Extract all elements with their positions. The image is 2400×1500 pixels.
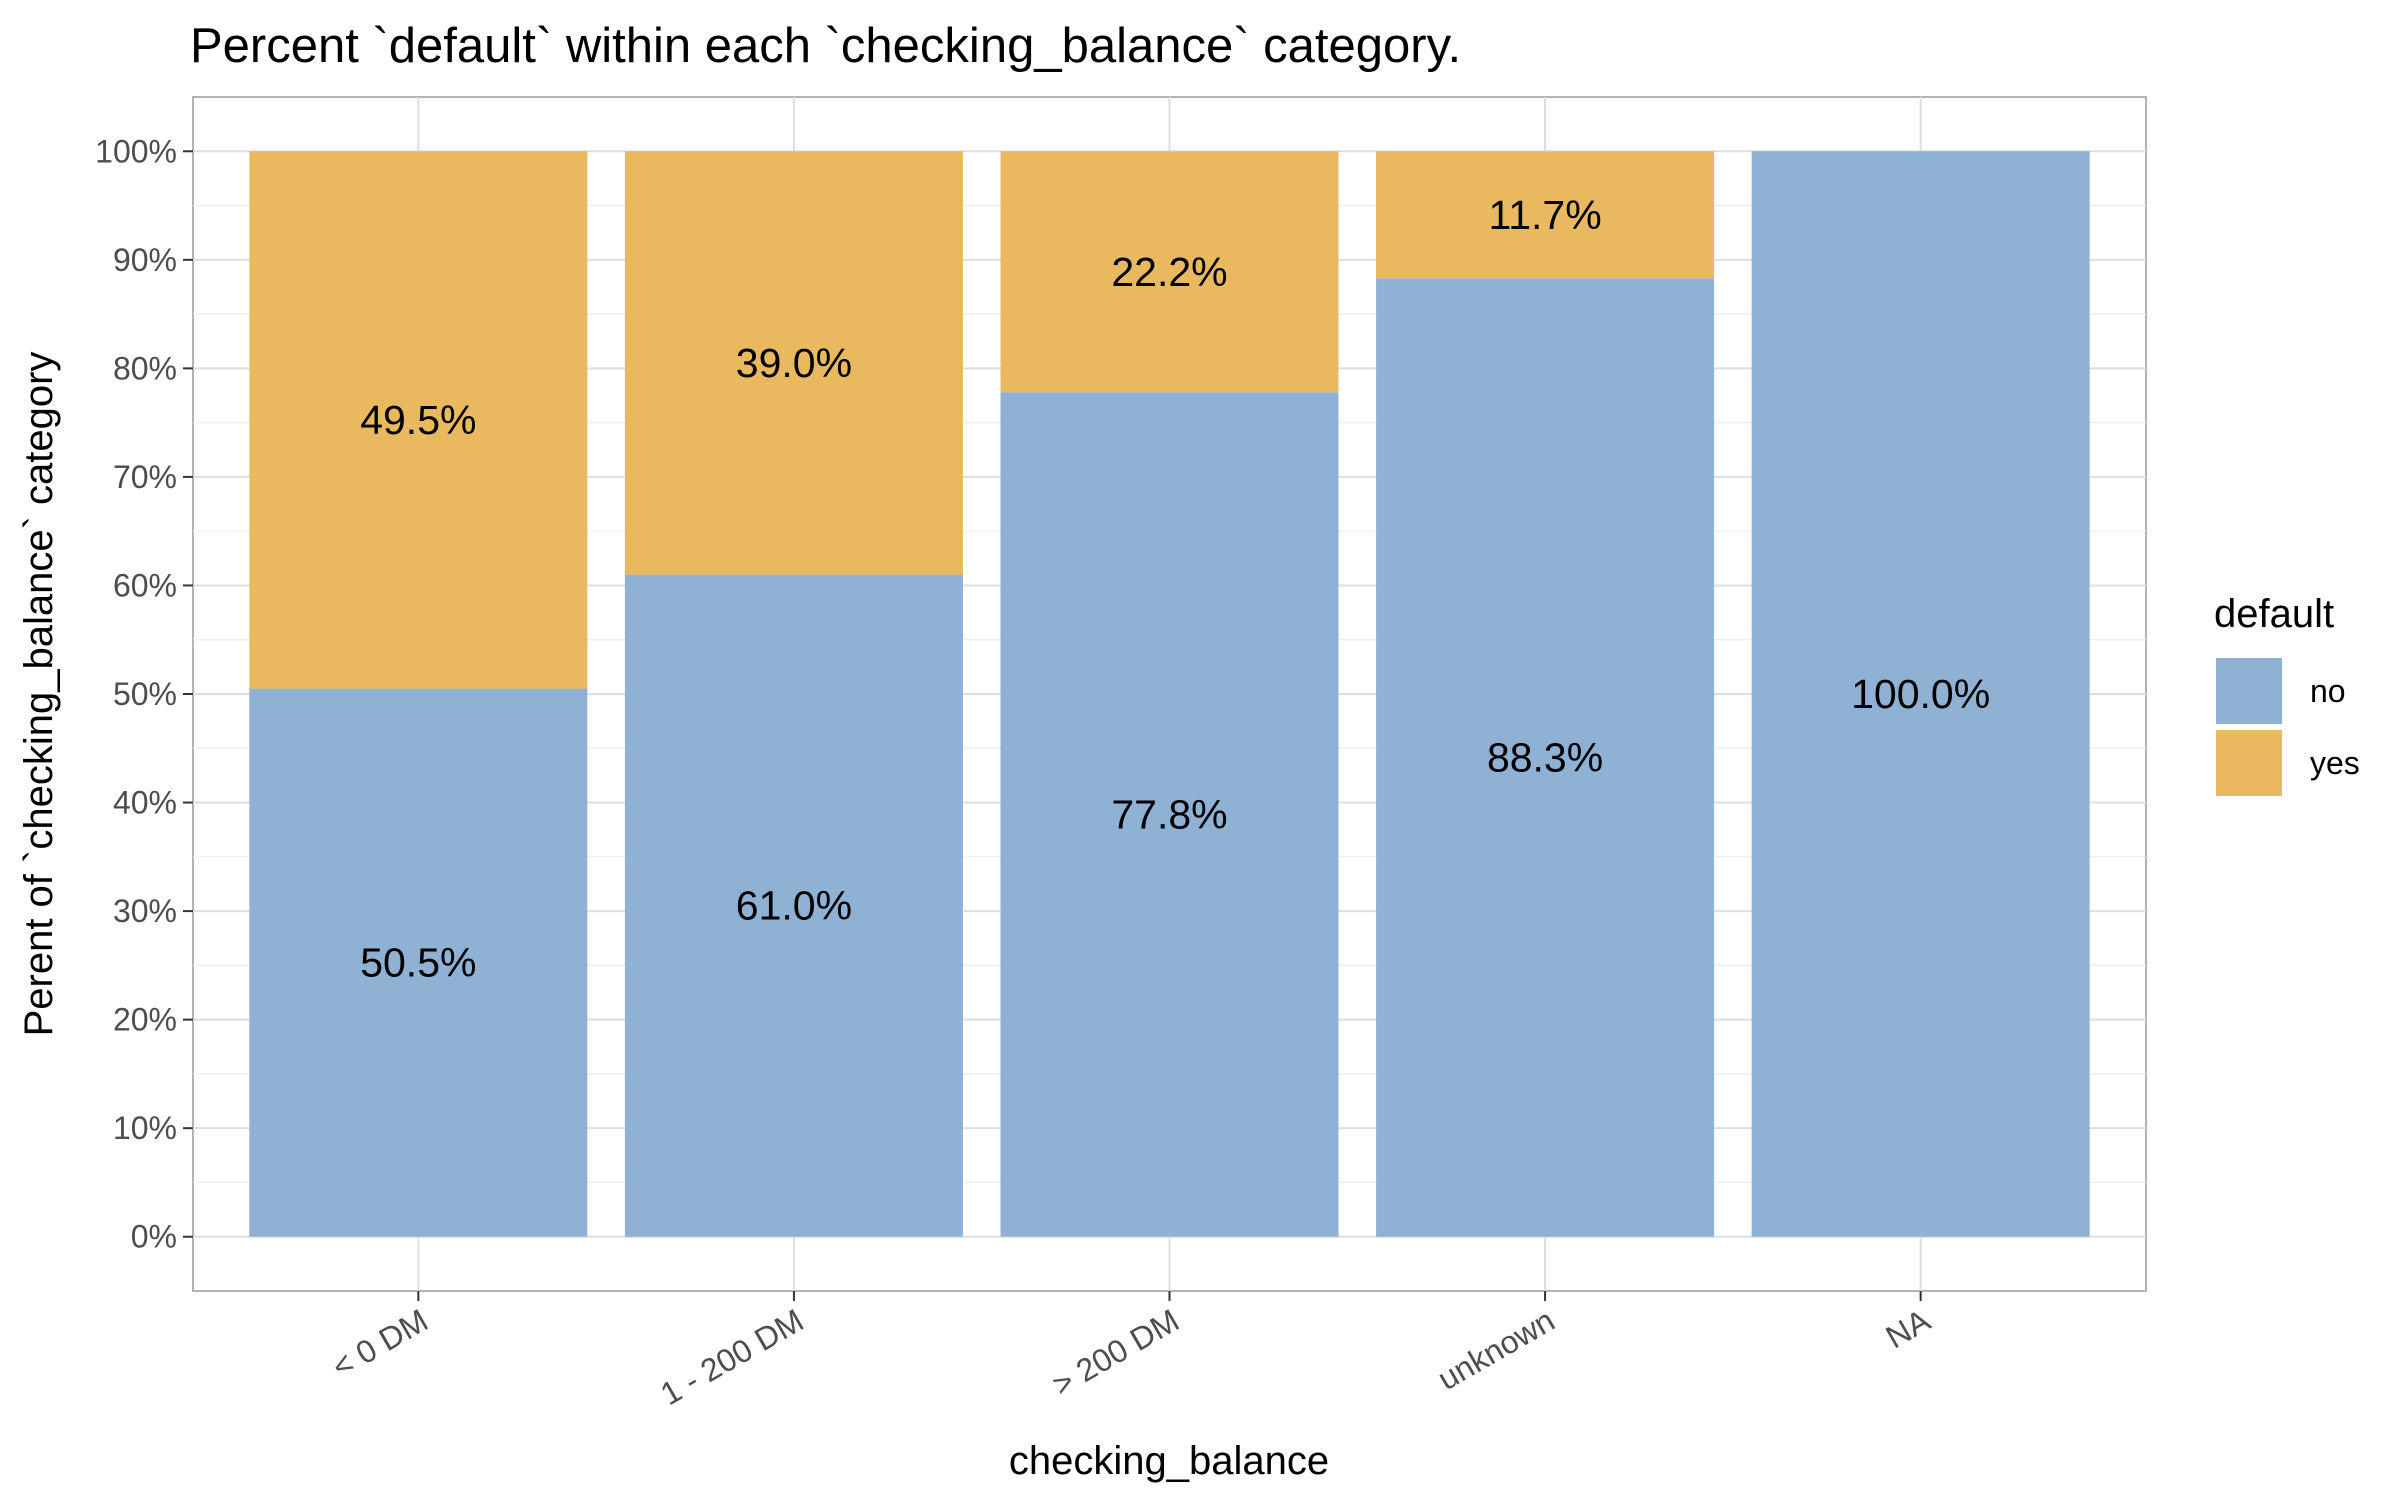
y-axis: 0% 10% 20% 30% 40% 50% 60% 70% 80% 90% 100%	[95, 133, 193, 1255]
bar-labels: 50.5% 49.5% 61.0% 39.0% 77.8% 22.2% 88.3% 11.7%…	[360, 192, 1990, 986]
x-tick-label: < 0 DM	[326, 1302, 434, 1385]
bar-yes	[624, 151, 963, 575]
bar-label-yes: 49.5%	[360, 397, 476, 443]
x-tick-label: 1 - 200 DM	[654, 1302, 809, 1412]
bar-label-no: 61.0%	[736, 883, 852, 929]
bar-label-yes: 11.7%	[1488, 192, 1601, 238]
y-tick-label: 30%	[113, 893, 177, 929]
y-tick-label: 60%	[113, 567, 177, 603]
y-tick-label: 0%	[131, 1219, 177, 1255]
x-tick-label: unknown	[1432, 1302, 1561, 1397]
y-axis-title: Perent of `checking_balance` category	[17, 352, 61, 1037]
bar-no	[1000, 392, 1339, 1237]
x-axis: < 0 DM 1 - 200 DM > 200 DM unknown NA	[326, 1291, 1937, 1412]
legend-title: default	[2214, 592, 2334, 636]
x-tick-label: NA	[1880, 1302, 1937, 1356]
y-tick-label: 50%	[113, 676, 177, 712]
legend: default no yes	[2214, 592, 2360, 796]
legend-key-yes	[2216, 730, 2282, 796]
bar-label-no: 88.3%	[1487, 734, 1603, 780]
bars	[249, 151, 2090, 1237]
legend-label-yes: yes	[2310, 745, 2360, 781]
y-tick-label: 20%	[113, 1002, 177, 1038]
bar-label-no: 100.0%	[1851, 671, 1990, 717]
bar-label-yes: 39.0%	[736, 340, 852, 386]
bar-label-yes: 22.2%	[1111, 249, 1227, 295]
chart-title: Percent `default` within each `checking_…	[190, 19, 1461, 73]
bar-no	[249, 688, 588, 1237]
bar-no	[1376, 278, 1715, 1237]
x-axis-title: checking_balance	[1009, 1439, 1329, 1483]
bar-yes	[1376, 151, 1715, 279]
bar-yes	[1000, 151, 1339, 393]
y-tick-label: 70%	[113, 459, 177, 495]
x-tick-label: > 200 DM	[1046, 1302, 1185, 1403]
bar-label-no: 50.5%	[360, 940, 476, 986]
y-tick-label: 90%	[113, 242, 177, 278]
bar-yes	[249, 151, 588, 689]
bar-no	[624, 574, 963, 1237]
y-tick-label: 80%	[113, 350, 177, 386]
bar-no	[1751, 151, 2090, 1237]
bar-label-no: 77.8%	[1111, 791, 1227, 837]
y-tick-label: 40%	[113, 785, 177, 821]
legend-key-no	[2216, 658, 2282, 724]
y-tick-label: 100%	[95, 133, 177, 169]
legend-label-no: no	[2310, 673, 2346, 709]
y-tick-label: 10%	[113, 1110, 177, 1146]
